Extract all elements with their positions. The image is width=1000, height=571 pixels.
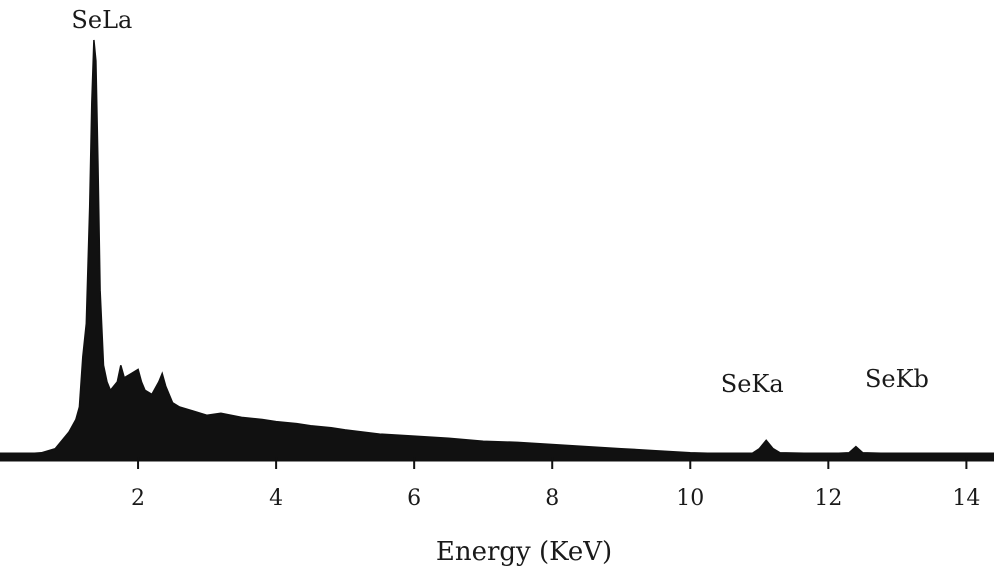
peak-label-sela: SeLa [71,6,132,34]
spectrum-line [0,39,994,456]
peak-annotations: SeLa SeKa SeKb [71,6,928,398]
x-axis-ticks: 2 4 6 8 10 12 14 [131,457,980,511]
peak-label-seka: SeKa [721,370,784,398]
x-tick-label-12: 12 [814,486,842,511]
x-tick-label-8: 8 [545,486,559,511]
x-tick-label-14: 14 [952,486,980,511]
x-tick-label-10: 10 [676,486,704,511]
x-tick-label-6: 6 [407,486,421,511]
x-tick-label-2: 2 [131,486,145,511]
x-axis-title: Energy (KeV) [436,537,612,567]
spectrum-area [0,40,994,457]
x-tick-label-4: 4 [269,486,283,511]
peak-label-sekb: SeKb [865,365,929,393]
plot-area: 2 4 6 8 10 12 14 SeLa SeKa SeKb [0,6,994,511]
